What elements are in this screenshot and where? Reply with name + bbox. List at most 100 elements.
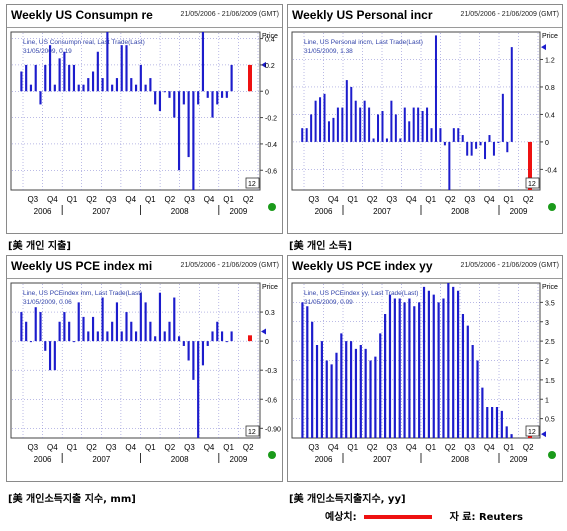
data-bar xyxy=(91,316,95,342)
data-bar xyxy=(354,348,358,438)
data-bar xyxy=(310,114,313,142)
chart-panel-pce-mm: Weekly US PCE index mi 21/05/2006 - 21/0… xyxy=(6,255,283,482)
data-bar xyxy=(403,302,406,438)
data-bar xyxy=(408,298,411,438)
y-tick-label: 0.2 xyxy=(265,63,275,70)
data-bar xyxy=(439,128,442,142)
chart-panel-personal-income: Weekly US Personal incr 21/05/2006 - 21/… xyxy=(287,4,563,234)
x-tick-label: Q1 xyxy=(67,195,78,204)
data-bar xyxy=(471,345,474,438)
y-tick-label: -0.4 xyxy=(265,142,277,149)
data-bar xyxy=(182,341,185,346)
x-tick-label: Q3 xyxy=(184,443,195,452)
data-bar xyxy=(87,78,90,92)
data-bar xyxy=(315,345,319,438)
y-tick-label: 3.5 xyxy=(545,300,555,307)
data-bar xyxy=(418,302,421,438)
data-bar xyxy=(20,71,23,92)
chart-panel-pce-yy: Weekly US PCE index yy 21/05/2006 - 21/0… xyxy=(287,255,563,482)
date-range: 21/05/2006 - 21/06/2009 (GMT) xyxy=(458,11,559,18)
caption-pce-mm: [美 개인소득지출 지수, mm] xyxy=(8,494,136,505)
chart-title: Weekly US PCE index yy xyxy=(292,259,433,273)
data-bar xyxy=(501,93,504,142)
x-tick-label: Q3 xyxy=(184,195,195,204)
x-tick-label: Q4 xyxy=(125,443,136,452)
y-tick-label: 2.5 xyxy=(545,339,555,346)
data-bar xyxy=(456,290,460,438)
data-bar xyxy=(158,91,162,111)
data-bar xyxy=(475,141,478,149)
price-axis-label: Price xyxy=(542,33,558,40)
data-bar xyxy=(154,91,157,105)
data-bar xyxy=(111,84,114,92)
y-tick-label: 0.3 xyxy=(265,310,275,317)
data-bar xyxy=(134,331,138,342)
data-bar xyxy=(130,78,133,92)
data-bar xyxy=(96,331,99,342)
data-bar xyxy=(20,312,23,342)
data-bar xyxy=(388,294,392,438)
y-tick-label: 0.4 xyxy=(545,112,555,119)
data-bar xyxy=(82,316,85,342)
data-bar xyxy=(25,64,28,92)
data-bar xyxy=(211,331,214,342)
data-bar xyxy=(448,141,451,190)
y-tick-label: 1.2 xyxy=(545,57,555,64)
badge-label: 12 xyxy=(248,181,256,188)
year-label: 2006 xyxy=(315,207,333,216)
year-label: 2007 xyxy=(373,455,391,464)
x-tick-label: Q1 xyxy=(223,195,234,204)
data-bar xyxy=(325,360,328,438)
data-bar xyxy=(154,336,157,342)
data-bar xyxy=(430,128,433,142)
bar-chart-personal-income: 1.2 0.8 0.4 0 -0.4 Price Line, US Personal inc… xyxy=(291,31,558,216)
data-bar xyxy=(44,64,47,92)
bar-chart-consumption: 0.4 0.2 0 -0.2 -0.4 -0.6 Price Line, US Consump… xyxy=(10,31,278,216)
forecast-legend: 예상치: 자 료: Reuters xyxy=(325,508,523,523)
data-bar xyxy=(481,387,484,438)
series-info-value: 31/05/2009, 1.38 xyxy=(304,48,353,55)
data-bar xyxy=(220,331,224,342)
data-bar xyxy=(115,302,119,342)
data-bar xyxy=(492,141,495,156)
data-bar xyxy=(177,336,181,342)
data-bar xyxy=(359,345,362,438)
data-bar xyxy=(77,84,80,92)
data-bar xyxy=(163,91,166,93)
data-bar xyxy=(125,45,128,92)
series-info-value: 31/05/2009, 0.09 xyxy=(304,299,353,306)
series-info-line: Line, US Consumpn real, Last Trade(Last) xyxy=(23,39,145,46)
data-bar xyxy=(443,141,446,146)
data-bar xyxy=(345,341,348,438)
data-bar xyxy=(144,302,147,342)
y-tick-label: 0.4 xyxy=(265,37,275,44)
data-bar xyxy=(197,341,200,438)
x-tick-label: Q3 xyxy=(464,195,475,204)
data-bar xyxy=(301,302,304,438)
x-tick-label: Q3 xyxy=(27,195,38,204)
y-tick-label: -0.3 xyxy=(265,368,277,375)
x-tick-label: Q2 xyxy=(165,195,176,204)
plot-area xyxy=(291,31,541,191)
data-bar xyxy=(163,331,166,342)
badge-box xyxy=(525,177,540,189)
year-label: 2007 xyxy=(92,455,110,464)
forecast-label: 예상치: xyxy=(325,512,357,523)
data-bar xyxy=(101,297,104,342)
data-bar xyxy=(426,107,429,142)
data-bar xyxy=(403,107,406,142)
price-axis-label: Price xyxy=(262,284,278,291)
year-label: 2007 xyxy=(373,207,391,216)
data-bar xyxy=(158,292,162,342)
x-tick-label: Q1 xyxy=(347,443,358,452)
x-tick-label: Q2 xyxy=(523,195,534,204)
data-bar xyxy=(506,141,509,153)
data-bar xyxy=(53,341,56,371)
status-dot-icon xyxy=(268,203,276,211)
panel-header: Weekly US Personal incr 21/05/2006 - 21/… xyxy=(288,5,562,28)
x-tick-label: Q2 xyxy=(367,195,378,204)
data-bar xyxy=(422,286,426,438)
data-bar xyxy=(63,51,66,92)
data-bar xyxy=(500,410,503,438)
x-tick-label: Q4 xyxy=(47,443,58,452)
